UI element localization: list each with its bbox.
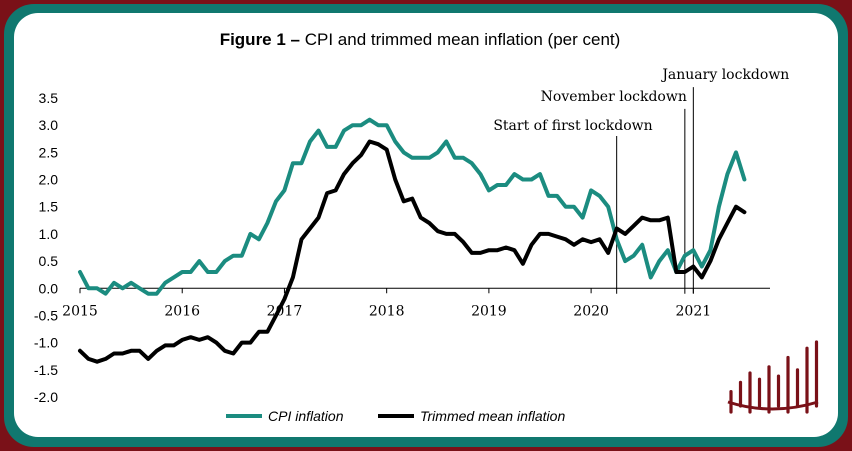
y-tick-label: 3.5: [39, 90, 59, 106]
legend-label: CPI inflation: [268, 408, 344, 424]
y-tick-label: 3.0: [39, 117, 59, 133]
annotation-label: Start of first lockdown: [493, 118, 652, 134]
trimmed-mean-inflation-line: [78, 139, 747, 364]
annotation-label: November lockdown: [541, 89, 687, 105]
y-tick-label: 2.5: [39, 144, 59, 160]
cpi-inflation-line: [78, 117, 747, 296]
annotation-label: January lockdown: [660, 67, 789, 83]
x-tick-label: 2019: [471, 303, 507, 319]
legend: CPI inflation Trimmed mean inflation: [226, 408, 565, 424]
y-tick-label: -1.0: [34, 335, 58, 351]
y-tick-label: -1.5: [34, 362, 58, 378]
y-tick-label: 0.0: [39, 280, 59, 296]
y-tick-label: 1.0: [39, 226, 59, 242]
x-tick-label: 2016: [164, 303, 200, 319]
y-tick-label: -2.0: [34, 389, 58, 405]
logo-arc: [727, 400, 819, 411]
series-lines: [78, 117, 747, 364]
y-tick-label: 0.5: [39, 253, 59, 269]
chart-panel: [14, 13, 838, 437]
x-tick-label: 2021: [676, 303, 712, 319]
x-tick-label: 2015: [62, 303, 98, 319]
y-tick-label: -0.5: [34, 307, 58, 323]
y-axis-ticks: 3.5 3.0 2.5 2.0 1.5 1.0 0.5 0.0 -0.5 -1.0 -1.5 -2.0: [34, 90, 58, 405]
bar-logo: [727, 340, 819, 414]
y-tick-label: 1.5: [39, 199, 59, 215]
y-tick-label: 2.0: [39, 172, 59, 188]
annotations: Start of first lockdown November lockdown…: [493, 67, 789, 294]
x-tick-label: 2020: [573, 303, 609, 319]
chart-title: Figure 1 – CPI and trimmed mean inflatio…: [220, 30, 621, 49]
x-tick-label: 2017: [267, 303, 303, 319]
x-tick-label: 2018: [369, 303, 405, 319]
chart-title-rest: CPI and trimmed mean inflation (per cent…: [300, 30, 620, 49]
chart-title-bold: Figure 1 –: [220, 30, 300, 49]
legend-label: Trimmed mean inflation: [420, 408, 565, 424]
